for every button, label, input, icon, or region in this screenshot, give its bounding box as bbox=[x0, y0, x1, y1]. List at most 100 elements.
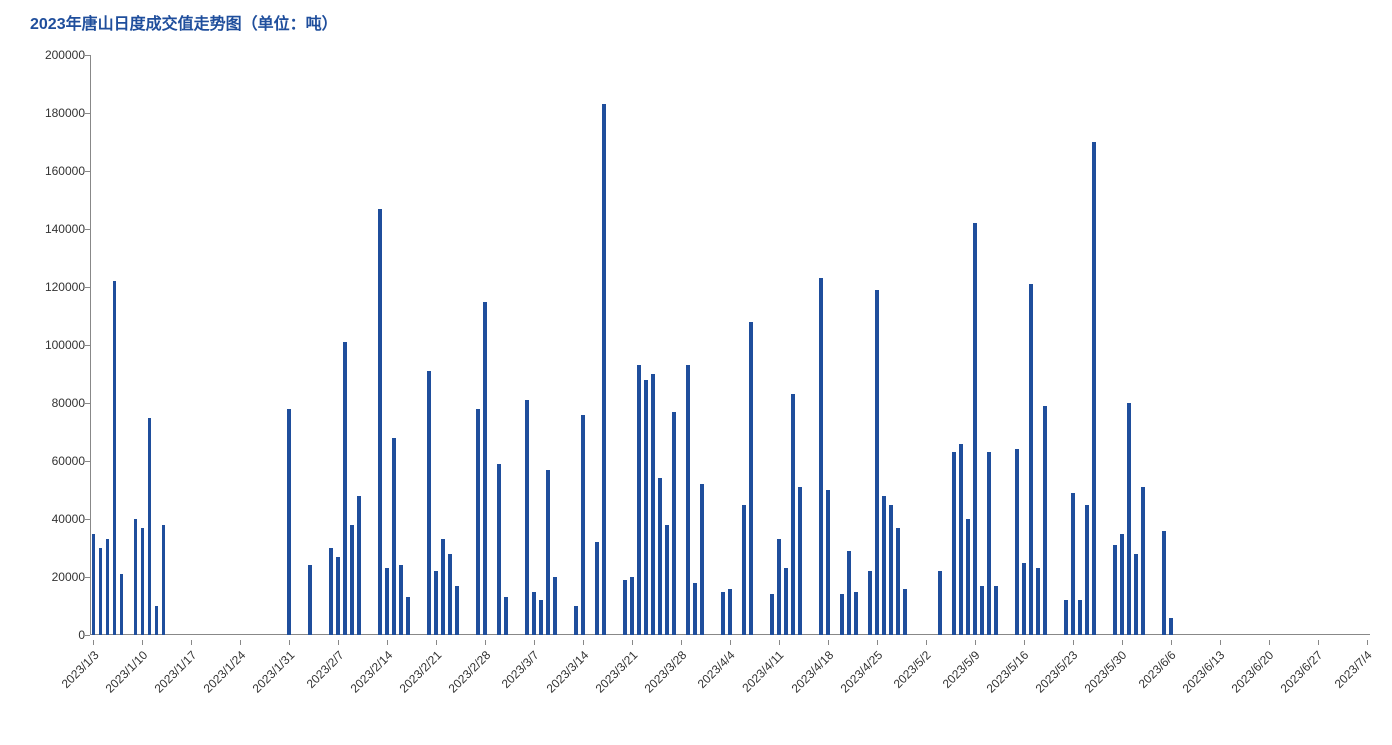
bar bbox=[658, 478, 662, 635]
bar bbox=[406, 597, 410, 635]
bar bbox=[665, 525, 669, 635]
bar bbox=[134, 519, 138, 635]
x-tick-label: 2023/6/6 bbox=[1136, 648, 1179, 691]
x-tick-label: 2023/4/4 bbox=[695, 648, 738, 691]
x-tick-label: 2023/2/21 bbox=[396, 648, 444, 696]
x-tick-label: 2023/1/24 bbox=[201, 648, 249, 696]
bar bbox=[1085, 505, 1089, 636]
y-tick-label: 60000 bbox=[30, 454, 85, 468]
bar bbox=[476, 409, 480, 635]
x-tick-mark bbox=[338, 640, 339, 645]
bar bbox=[441, 539, 445, 635]
x-tick-label: 2023/5/9 bbox=[940, 648, 983, 691]
y-tick-label: 120000 bbox=[30, 280, 85, 294]
bar bbox=[1169, 618, 1173, 635]
x-tick-mark bbox=[93, 640, 94, 645]
bar bbox=[868, 571, 872, 635]
x-tick-mark bbox=[191, 640, 192, 645]
bar bbox=[966, 519, 970, 635]
x-tick-mark bbox=[1024, 640, 1025, 645]
x-tick-label: 2023/4/18 bbox=[788, 648, 836, 696]
y-tick-label: 20000 bbox=[30, 570, 85, 584]
chart-title: 2023年唐山日度成交值走势图（单位：吨） bbox=[30, 10, 338, 34]
bar bbox=[574, 606, 578, 635]
bar bbox=[875, 290, 879, 635]
bar bbox=[826, 490, 830, 635]
x-tick-mark bbox=[142, 640, 143, 645]
y-tick-label: 0 bbox=[30, 628, 85, 642]
x-tick-mark bbox=[1220, 640, 1221, 645]
x-tick-label: 2023/5/23 bbox=[1033, 648, 1081, 696]
y-tick-label: 200000 bbox=[30, 48, 85, 62]
x-tick-label: 2023/4/11 bbox=[740, 648, 787, 695]
bar bbox=[92, 534, 96, 636]
y-tick-label: 160000 bbox=[30, 164, 85, 178]
x-tick-mark bbox=[436, 640, 437, 645]
bar bbox=[1064, 600, 1068, 635]
bar bbox=[700, 484, 704, 635]
x-tick-mark bbox=[240, 640, 241, 645]
bar bbox=[987, 452, 991, 635]
y-tick-label: 100000 bbox=[30, 338, 85, 352]
x-tick-label: 2023/6/13 bbox=[1180, 648, 1228, 696]
bar bbox=[742, 505, 746, 636]
bar bbox=[385, 568, 389, 635]
bar bbox=[840, 594, 844, 635]
bar bbox=[162, 525, 166, 635]
bar bbox=[155, 606, 159, 635]
bar bbox=[113, 281, 117, 635]
bar bbox=[99, 548, 103, 635]
bar bbox=[980, 586, 984, 635]
bar bbox=[1092, 142, 1096, 635]
x-tick-label: 2023/5/2 bbox=[891, 648, 934, 691]
y-tick-label: 140000 bbox=[30, 222, 85, 236]
bar bbox=[651, 374, 655, 635]
x-tick-label: 2023/1/3 bbox=[58, 648, 101, 691]
bar bbox=[1162, 531, 1166, 635]
bar bbox=[1029, 284, 1033, 635]
bar bbox=[546, 470, 550, 635]
x-tick-mark bbox=[387, 640, 388, 645]
bars-container bbox=[90, 55, 1370, 635]
bar bbox=[847, 551, 851, 635]
bar bbox=[497, 464, 501, 635]
bar bbox=[1043, 406, 1047, 635]
x-tick-label: 2023/3/28 bbox=[641, 648, 689, 696]
bar bbox=[686, 365, 690, 635]
bar bbox=[287, 409, 291, 635]
bar bbox=[1113, 545, 1117, 635]
x-tick-mark bbox=[730, 640, 731, 645]
x-tick-mark bbox=[1171, 640, 1172, 645]
bar bbox=[644, 380, 648, 635]
bar bbox=[994, 586, 998, 635]
bar bbox=[777, 539, 781, 635]
bar bbox=[1127, 403, 1131, 635]
x-tick-mark bbox=[877, 640, 878, 645]
bar bbox=[434, 571, 438, 635]
bar bbox=[1078, 600, 1082, 635]
bar bbox=[889, 505, 893, 636]
bar bbox=[938, 571, 942, 635]
x-tick-label: 2023/3/7 bbox=[499, 648, 542, 691]
y-tick-mark bbox=[85, 635, 90, 636]
bar bbox=[532, 592, 536, 636]
x-tick-mark bbox=[632, 640, 633, 645]
x-tick-mark bbox=[485, 640, 486, 645]
x-tick-label: 2023/5/16 bbox=[984, 648, 1032, 696]
bar bbox=[672, 412, 676, 635]
y-tick-label: 40000 bbox=[30, 512, 85, 526]
bar bbox=[952, 452, 956, 635]
bar bbox=[721, 592, 725, 636]
bar bbox=[728, 589, 732, 635]
bar bbox=[525, 400, 529, 635]
bar bbox=[308, 565, 312, 635]
bar bbox=[350, 525, 354, 635]
plot-area: 0200004000060000800001000001200001400001… bbox=[90, 55, 1370, 635]
bar bbox=[343, 342, 347, 635]
bar bbox=[1015, 449, 1019, 635]
bar bbox=[427, 371, 431, 635]
bar bbox=[141, 528, 145, 635]
bar bbox=[819, 278, 823, 635]
bar bbox=[693, 583, 697, 635]
x-tick-label: 2023/2/28 bbox=[445, 648, 493, 696]
